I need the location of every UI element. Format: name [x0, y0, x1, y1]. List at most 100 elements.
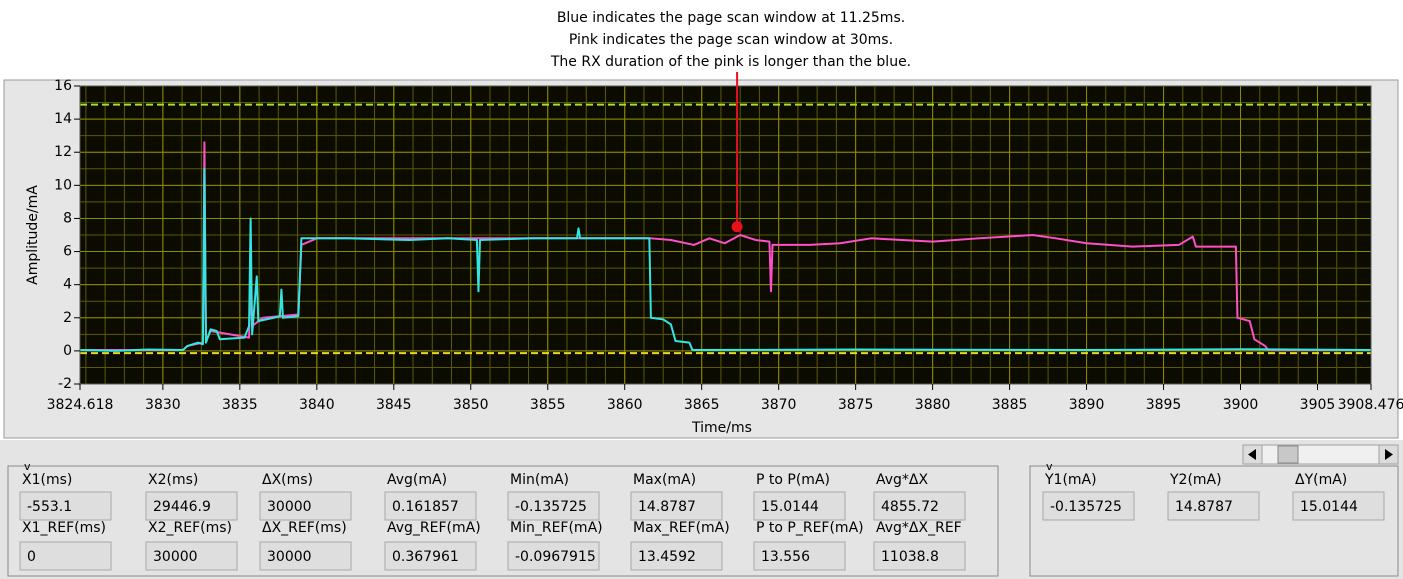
x-tick-label: 3870 — [761, 397, 797, 413]
readout-value: 11038.8 — [881, 549, 939, 565]
arrow — [1385, 449, 1393, 460]
y-tick-label: 16 — [54, 78, 72, 94]
y-tick-label: 4 — [63, 277, 72, 293]
readout-label: Avg(mA) — [387, 472, 447, 488]
cursor-group — [1029, 465, 1399, 577]
scrollbar[interactable] — [1242, 444, 1399, 465]
y-tick-label: 12 — [54, 144, 72, 160]
readout-label: Avg*ΔX — [876, 472, 929, 488]
readout-value: 14.8787 — [638, 499, 696, 515]
readout-label: Y2(mA) — [1169, 472, 1222, 488]
readout-value: 15.0144 — [761, 499, 819, 515]
readout-value: 13.4592 — [638, 549, 696, 565]
x-axis-title: Time/ms — [691, 420, 752, 436]
x-tick-label: 3850 — [453, 397, 489, 413]
readout-label: Min_REF(mA) — [510, 520, 603, 536]
y-tick-label: 8 — [63, 210, 72, 226]
readout-box — [873, 491, 966, 521]
x-tick-label: 3865 — [684, 397, 720, 413]
readout-label: X2_REF(ms) — [148, 520, 232, 536]
readout-box — [384, 491, 477, 521]
readout-box — [1292, 491, 1385, 521]
readout-box — [259, 491, 352, 521]
readout-label: ΔX(ms) — [262, 472, 313, 488]
marks — [79, 103, 1372, 355]
readout-value: 30000 — [267, 499, 312, 515]
readout-label: Max_REF(mA) — [633, 520, 730, 536]
y-tick-label: 0 — [63, 343, 72, 359]
readout-box — [145, 541, 238, 571]
arrow — [1248, 449, 1256, 460]
readout-box — [19, 491, 112, 521]
readout-value: 14.8787 — [1175, 499, 1233, 515]
x-tick-label: 3908.476 — [1338, 397, 1403, 413]
readout-box — [384, 541, 477, 571]
readout-value: 30000 — [267, 549, 312, 565]
readout-label: Max(mA) — [633, 472, 696, 488]
annotation-text: The RX duration of the pink is longer th… — [550, 54, 911, 70]
x-tick-label: 3895 — [1146, 397, 1182, 413]
measure-group — [7, 465, 999, 577]
readout-label: P to P_REF(mA) — [756, 520, 864, 536]
x-tick-label: 3900 — [1223, 397, 1259, 413]
readout-value: 0 — [27, 549, 36, 565]
scroll-track[interactable] — [1242, 444, 1399, 465]
readout-value: -0.0967915 — [515, 549, 596, 565]
readout-value: 0.367961 — [392, 549, 459, 565]
x-tick-label: 3875 — [838, 397, 874, 413]
annotation-text: Blue indicates the page scan window at 1… — [557, 10, 905, 26]
readout-label: Y1(mA) — [1044, 472, 1097, 488]
readout-box — [1042, 491, 1135, 521]
x-tick-label: 3840 — [299, 397, 335, 413]
x-tick-label: 3835 — [222, 397, 258, 413]
readout-label: ΔX_REF(ms) — [262, 520, 347, 536]
series-line — [79, 167, 1372, 352]
readout-box — [507, 541, 600, 571]
x-tick-label: 3880 — [915, 397, 951, 413]
group-marker: v — [24, 460, 31, 473]
group-marker: v — [1046, 460, 1053, 473]
readout-box — [507, 491, 600, 521]
readout-box — [753, 491, 846, 521]
readout-label: Avg*ΔX_REF — [876, 520, 962, 536]
y-axis-title: Amplitude/mA — [25, 185, 41, 285]
readout-label: ΔY(mA) — [1295, 472, 1347, 488]
readout-label: X1_REF(ms) — [22, 520, 106, 536]
readout-box — [259, 541, 352, 571]
y-tick-label: 14 — [54, 111, 72, 127]
readout-label: P to P(mA) — [756, 472, 830, 488]
readout-value: 4855.72 — [881, 499, 939, 515]
y-tick-label: 10 — [54, 177, 72, 193]
annotation-text: Pink indicates the page scan window at 3… — [569, 32, 893, 48]
readout-value: 30000 — [153, 549, 198, 565]
readout-label: X1(ms) — [22, 472, 72, 488]
x-tick-label: 3885 — [992, 397, 1028, 413]
readout-value: 13.556 — [761, 549, 810, 565]
readout-box — [19, 541, 112, 571]
plot-frame — [79, 85, 1372, 385]
readout-box — [630, 491, 723, 521]
readout-value: 15.0144 — [1300, 499, 1358, 515]
readout-box — [630, 541, 723, 571]
y-tick-label: 2 — [63, 310, 72, 326]
readout-value: -0.135725 — [1050, 499, 1122, 515]
x-tick-label: 3824.618 — [47, 397, 114, 413]
x-tick-label: 3860 — [607, 397, 643, 413]
x-tick-label: 3905 — [1300, 397, 1336, 413]
x-tick-label: 3890 — [1069, 397, 1105, 413]
readouts: X1(ms) -553.1 X2(ms) 29446.9 ΔX(ms) 30000 Avg(… — [19, 472, 1385, 571]
readout-box — [145, 491, 238, 521]
readout-label: Avg_REF(mA) — [387, 520, 481, 536]
x-tick-label: 3845 — [376, 397, 412, 413]
scroll-thumb[interactable] — [1277, 445, 1299, 464]
readout-box — [1167, 491, 1260, 521]
readout-value: -0.135725 — [515, 499, 587, 515]
x-tick-label: 3830 — [145, 397, 181, 413]
x-tick-label: 3855 — [530, 397, 566, 413]
annotation-point — [731, 221, 743, 233]
readout-value: -553.1 — [27, 499, 72, 515]
readout-label: Min(mA) — [510, 472, 569, 488]
readout-value: 0.161857 — [392, 499, 459, 515]
readout-label: X2(ms) — [148, 472, 198, 488]
